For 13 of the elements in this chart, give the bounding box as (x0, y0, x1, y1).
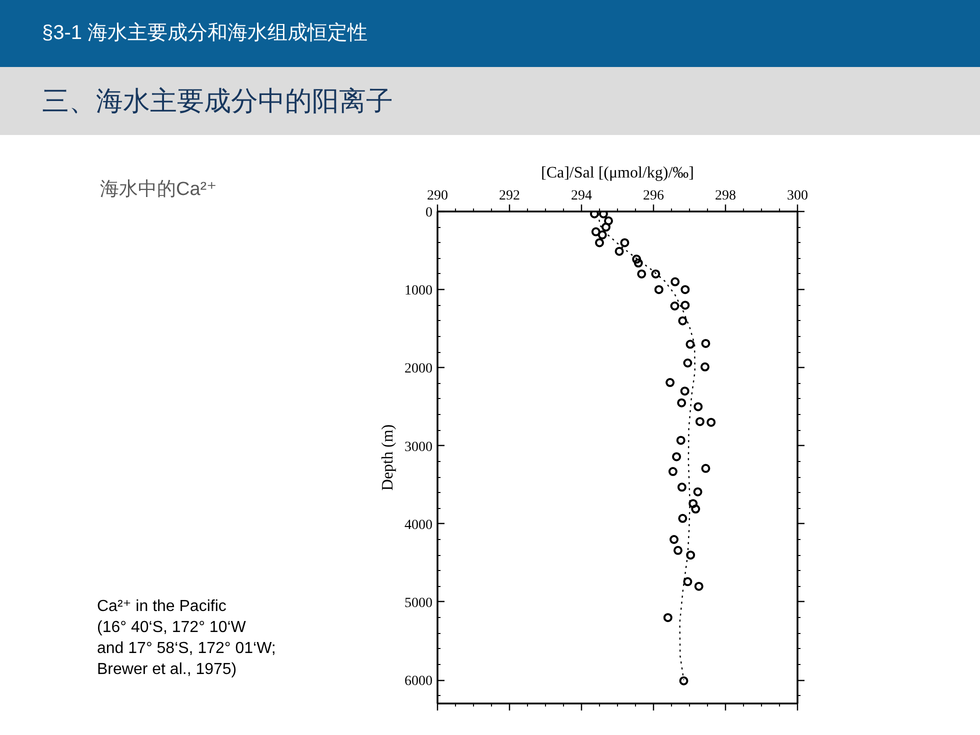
y-tick-label: 6000 (404, 674, 432, 690)
x-tick-label: 300 (787, 188, 808, 204)
point (701, 338, 710, 348)
point (701, 464, 710, 473)
point (693, 487, 702, 496)
point (691, 504, 700, 514)
point (679, 676, 688, 686)
point (700, 362, 710, 372)
point (694, 582, 704, 591)
x-tick-label: 298 (715, 188, 736, 204)
point (695, 417, 704, 426)
point (706, 418, 716, 427)
point (694, 402, 703, 412)
